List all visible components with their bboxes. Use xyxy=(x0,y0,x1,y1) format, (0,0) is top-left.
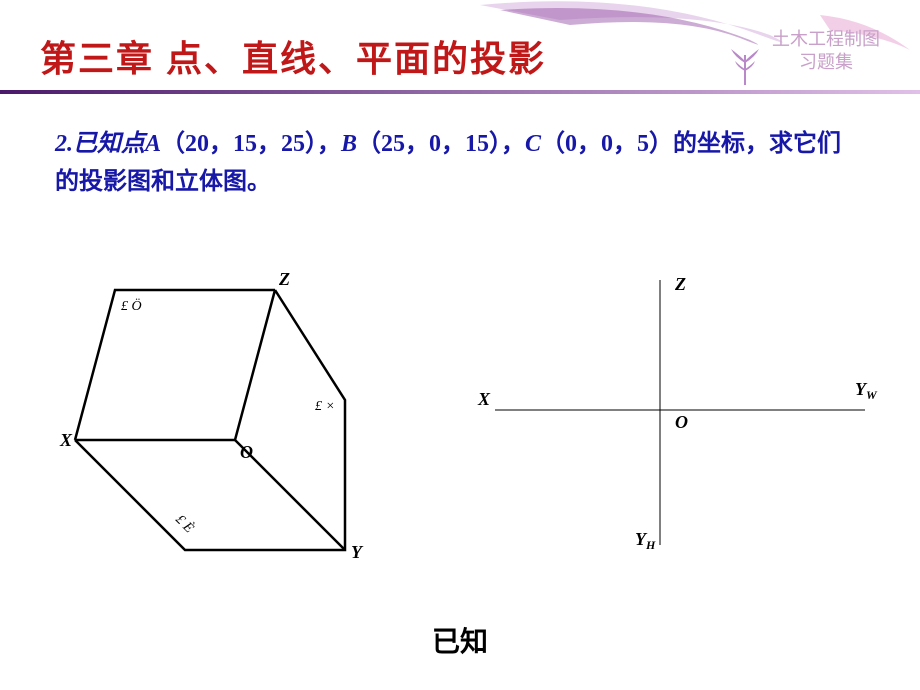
logo-text-block: 土木工程制图 习题集 xyxy=(772,28,880,75)
known-label-text: 已知 xyxy=(432,626,488,657)
label-botmid: £ È xyxy=(172,511,198,537)
header-underline xyxy=(0,90,920,94)
diagrams-svg: Z X O Y £ Ö £ × £ È Z X O YW YH xyxy=(35,260,885,580)
logo-line-2: 习题集 xyxy=(772,51,880,74)
known-label: 已知 xyxy=(0,620,920,660)
point-a-name: A xyxy=(145,131,161,157)
diagram-area: Z X O Y £ Ö £ × £ È Z X O YW YH xyxy=(35,260,885,580)
logo-line-1: 土木工程制图 xyxy=(772,28,880,51)
point-b-name: B xyxy=(341,131,357,157)
label-Z-right: Z xyxy=(674,274,686,294)
label-Yh: YH xyxy=(635,529,656,552)
point-c-coords: （0，0，5） xyxy=(541,131,673,157)
label-Z-left: Z xyxy=(278,269,290,289)
left-diagram: Z X O Y £ Ö £ × £ È xyxy=(59,269,364,562)
point-c-name: C xyxy=(525,131,541,157)
label-midright: £ × xyxy=(315,399,335,414)
point-b-coords: （25，0，15） xyxy=(357,131,501,157)
chapter-title-text: 第三章 点、直线、平面的投影 xyxy=(40,38,546,79)
sep2: ， xyxy=(501,131,525,157)
problem-prefix: 2.已知点 xyxy=(55,131,145,157)
label-O-left: O xyxy=(240,442,253,462)
label-O-right: O xyxy=(675,412,688,432)
label-Yw: YW xyxy=(855,379,878,402)
label-X-right: X xyxy=(477,389,491,409)
slide-header: 第三章 点、直线、平面的投影 土木工程制图 习题集 xyxy=(0,0,920,100)
point-a-coords: （20，15，25） xyxy=(161,131,317,157)
problem-statement: 2.已知点A（20，15，25），B（25，0，15），C（0，0，5）的坐标，… xyxy=(55,125,865,202)
label-X-left: X xyxy=(59,430,73,450)
sep1: ， xyxy=(317,131,341,157)
right-diagram: Z X O YW YH xyxy=(477,274,878,552)
label-topleft: £ Ö xyxy=(121,297,142,314)
chapter-title: 第三章 点、直线、平面的投影 xyxy=(40,30,546,82)
label-Y-left: Y xyxy=(351,542,364,562)
